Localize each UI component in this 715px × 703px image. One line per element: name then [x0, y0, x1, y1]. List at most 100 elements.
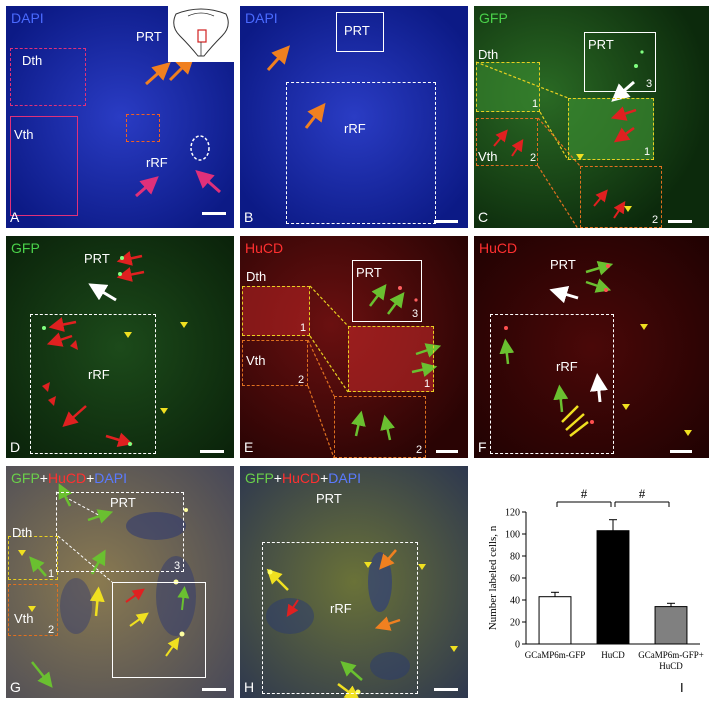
- panel-a: DAPI PRT Dth Vth rRF A: [6, 6, 234, 228]
- region-label-prt: PRT: [136, 29, 162, 44]
- box-number: 3: [412, 308, 419, 320]
- rrf-box: [30, 314, 156, 454]
- region-label-vth: Vth: [14, 127, 34, 142]
- significance-label: #: [581, 486, 588, 501]
- channel-dapi: DAPI: [328, 470, 361, 486]
- region-label-prt: PRT: [588, 37, 614, 52]
- vth-zoom-box: [580, 166, 662, 228]
- region-label-rrf: rRF: [330, 601, 352, 616]
- region-label-prt: PRT: [84, 251, 110, 266]
- box-number: 1: [424, 378, 431, 390]
- brain-schematic-icon: [173, 8, 229, 57]
- box-number: 2: [416, 444, 423, 456]
- vth-box: [8, 584, 58, 636]
- channel-label: DAPI: [245, 10, 278, 26]
- channel-plus: +: [86, 470, 95, 486]
- x-tick-label: HuCD: [601, 650, 625, 660]
- rrf-box: [286, 82, 436, 224]
- region-label-vth: Vth: [14, 611, 34, 626]
- channel-label: GFP: [479, 10, 508, 26]
- panel-h: GFP+HuCD+DAPI PRT rRF H: [240, 466, 468, 698]
- region-label-rrf: rRF: [556, 359, 578, 374]
- region-label-rrf: rRF: [344, 121, 366, 136]
- vth-zoom-box: [334, 396, 426, 458]
- channel-gfp: GFP: [11, 470, 40, 486]
- channel-dapi: DAPI: [94, 470, 127, 486]
- bar: [538, 596, 572, 645]
- box-number: 3: [646, 78, 653, 90]
- panel-b: DAPI PRT rRF B: [240, 6, 468, 228]
- region-label-prt: PRT: [110, 495, 136, 510]
- scale-bar: [200, 450, 224, 453]
- panel-letter: I: [680, 680, 684, 695]
- channel-label: HuCD: [479, 240, 518, 256]
- y-tick-label: 80: [510, 552, 520, 563]
- channel-plus: +: [320, 470, 329, 486]
- scale-bar: [434, 688, 458, 691]
- panel-c: GFP PRT Dth Vth 1 2 3 1 2 C: [474, 6, 709, 228]
- panel-letter: B: [244, 209, 254, 225]
- channel-hucd: HuCD: [281, 470, 321, 486]
- scale-bar: [670, 450, 692, 453]
- region-label-prt: PRT: [356, 265, 382, 280]
- y-tick-label: 0: [515, 640, 520, 651]
- box-number: 1: [532, 98, 539, 110]
- box-number: 1: [300, 322, 307, 334]
- panel-letter: E: [244, 439, 254, 455]
- scale-bar: [434, 220, 458, 223]
- channel-gfp: GFP: [245, 470, 274, 486]
- bar-chart: 0 20 40 60 80 100 120 Number labeled cells, n GC…: [487, 486, 704, 695]
- significance-label: #: [639, 486, 646, 501]
- channel-label: DAPI: [11, 10, 44, 26]
- x-tick-label: GCaMP6m-GFP: [525, 650, 586, 660]
- y-tick-label: 20: [510, 618, 520, 629]
- scale-bar: [668, 220, 692, 223]
- panel-i-chart: 0 20 40 60 80 100 120 Number labeled cells, n GC…: [474, 466, 709, 698]
- region-label-dth: Dth: [22, 53, 43, 68]
- channel-hucd: HuCD: [47, 470, 87, 486]
- y-tick-label: 40: [510, 596, 520, 607]
- vth-box: [10, 116, 78, 216]
- rrf-small-box: [126, 114, 160, 142]
- region-label-vth: Vth: [246, 353, 266, 368]
- box-number: 3: [174, 560, 181, 572]
- panel-h-overlay: [240, 466, 468, 698]
- channel-label: GFP+HuCD+DAPI: [245, 470, 361, 486]
- panel-letter: F: [478, 439, 487, 455]
- panel-f-overlay: [474, 236, 709, 458]
- region-label-prt: PRT: [316, 491, 342, 506]
- prt-box: [56, 492, 184, 572]
- region-label-vth: Vth: [478, 149, 498, 164]
- panel-letter: G: [10, 679, 21, 695]
- box-number: 2: [652, 214, 659, 226]
- panel-f: HuCD PRT rRF F: [474, 236, 709, 458]
- channel-plus: +: [39, 470, 48, 486]
- dth-box: [10, 48, 86, 106]
- panel-g: GFP+HuCD+DAPI PRT Dth Vth 1 2 3 G: [6, 466, 234, 698]
- region-label-dth: Dth: [246, 269, 267, 284]
- dth-box: [8, 536, 58, 580]
- y-tick-label: 60: [510, 574, 520, 585]
- prt-box: [584, 32, 656, 92]
- y-tick-label: 100: [505, 530, 520, 541]
- region-label-rrf: rRF: [146, 155, 168, 170]
- panel-b-overlay: [240, 6, 468, 228]
- panel-letter: A: [10, 209, 20, 225]
- scale-bar: [436, 450, 458, 453]
- region-label-prt: PRT: [550, 257, 576, 272]
- box-number: 2: [48, 624, 55, 636]
- panel-e: HuCD PRT Dth Vth 1 2 3 1 2 E: [240, 236, 468, 458]
- panel-letter: H: [244, 679, 255, 695]
- y-tick-label: 120: [505, 508, 520, 519]
- region-label-rrf: rRF: [88, 367, 110, 382]
- channel-label: GFP+HuCD+DAPI: [11, 470, 127, 486]
- bar: [596, 530, 630, 645]
- prt-box: [352, 260, 422, 322]
- scale-bar: [202, 688, 226, 691]
- panel-d-overlay: [6, 236, 234, 458]
- dth-zoom-box: [568, 98, 654, 160]
- y-axis-label: Number labeled cells, n: [487, 525, 499, 630]
- dth-box: [242, 286, 310, 336]
- box-number: 2: [298, 374, 305, 386]
- dth-box: [476, 62, 540, 112]
